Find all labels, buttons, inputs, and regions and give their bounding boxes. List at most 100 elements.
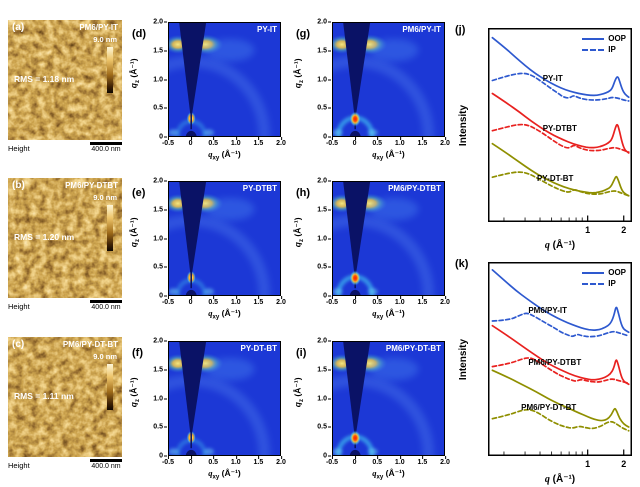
axis-subscript: xy bbox=[212, 313, 220, 321]
giwaxs-y-ticks: 2.0 1.5 1.0 0.5 0 bbox=[147, 178, 167, 300]
scalebar-length: 400.0 nm bbox=[91, 462, 121, 470]
tick-label: 0 bbox=[323, 452, 331, 460]
panel-letter: (a) bbox=[12, 22, 25, 33]
tick-label: 1.0 bbox=[153, 235, 167, 242]
giwaxs-y-axis-label: qz (Å⁻¹) bbox=[128, 341, 142, 444]
afm-channel-label: Height bbox=[8, 460, 30, 470]
afm-height-image bbox=[8, 178, 122, 298]
tick-label: 1.5 bbox=[417, 456, 428, 466]
giwaxs-sample-label: PY-DT-BT bbox=[240, 344, 277, 353]
giwaxs-sample-label: PY-DTBT bbox=[242, 184, 277, 193]
afm-height-image bbox=[8, 337, 122, 457]
tick-label: 0 bbox=[352, 456, 357, 466]
afm-sample-label: PM6/PY-IT bbox=[79, 23, 118, 32]
tick-label: 0 bbox=[159, 292, 167, 300]
tick-label: 1.0 bbox=[394, 296, 405, 306]
tick-label: 0.5 bbox=[208, 296, 219, 306]
giwaxs-x-axis-label: qxy (Å⁻¹) bbox=[168, 468, 281, 481]
tick-label: 0.5 bbox=[317, 263, 331, 271]
axis-symbol: q bbox=[292, 83, 303, 89]
panel-letter: (c) bbox=[12, 339, 25, 350]
afm-sample-label: PM6/PY-DT-BT bbox=[62, 340, 118, 349]
tick-label: 2.0 bbox=[440, 456, 450, 466]
giwaxs-y-axis-label: qz (Å⁻¹) bbox=[128, 22, 142, 125]
tick-label: 1.0 bbox=[230, 137, 241, 147]
axis-subscript: z bbox=[134, 239, 142, 243]
legend-label: IP bbox=[608, 45, 616, 54]
panel-letter: (k) bbox=[455, 258, 469, 270]
afm-scalebar: 400.0 nm bbox=[90, 142, 122, 153]
afm-colorbar bbox=[107, 205, 113, 251]
legend: OOP IP bbox=[582, 268, 626, 290]
legend-label: OOP bbox=[608, 34, 626, 43]
tick-label: -0.5 bbox=[161, 296, 175, 306]
tick-label: -0.5 bbox=[325, 296, 339, 306]
afm-channel-label: Height bbox=[8, 143, 30, 153]
axis-subscript: xy bbox=[376, 473, 384, 481]
panel-letter: (h) bbox=[296, 187, 311, 199]
afm-panel-b: (b) PM6/PY-DTBT 9.0 nm RMS = 1.20 nm Hei… bbox=[8, 178, 122, 314]
axis-subscript: z bbox=[134, 399, 142, 403]
axis-unit: (Å⁻¹) bbox=[383, 468, 405, 478]
axis-unit: (Å⁻¹) bbox=[549, 474, 576, 485]
axis-symbol: q bbox=[128, 83, 139, 89]
axis-subscript: xy bbox=[376, 154, 384, 162]
curve-label: PM6/PY-IT bbox=[528, 305, 567, 315]
axis-unit: (Å⁻¹) bbox=[128, 58, 139, 81]
giwaxs-x-axis-label: qxy (Å⁻¹) bbox=[332, 468, 445, 481]
giwaxs-y-ticks: 2.0 1.5 1.0 0.5 0 bbox=[147, 19, 167, 141]
axis-symbol: q bbox=[128, 402, 139, 408]
tick-label: 0.5 bbox=[153, 423, 167, 431]
tick-label: 1.5 bbox=[317, 47, 331, 55]
tick-label: 1.5 bbox=[253, 137, 264, 147]
afm-height-image bbox=[8, 20, 122, 140]
axis-symbol: q bbox=[544, 240, 550, 251]
giwaxs-sample-label: PY-IT bbox=[256, 25, 277, 34]
tick-label: 2.0 bbox=[440, 137, 450, 147]
afm-colorbar bbox=[107, 47, 113, 93]
panel-letter: (b) bbox=[12, 180, 25, 191]
afm-colorbar-max: 9.0 nm bbox=[93, 352, 117, 361]
panel-letter: (j) bbox=[455, 24, 466, 36]
legend-row-oop: OOP bbox=[582, 34, 626, 43]
panel-letter: (i) bbox=[296, 347, 307, 359]
giwaxs-sample-label: PM6/PY-IT bbox=[402, 25, 441, 34]
tick-label: 0 bbox=[188, 137, 193, 147]
svg-text:1: 1 bbox=[585, 459, 590, 469]
giwaxs-x-axis-label: qxy (Å⁻¹) bbox=[332, 149, 445, 162]
axis-unit: (Å⁻¹) bbox=[383, 308, 405, 318]
tick-label: 1.5 bbox=[253, 456, 264, 466]
tick-label: 1.5 bbox=[153, 206, 167, 214]
axis-unit: (Å⁻¹) bbox=[128, 377, 139, 400]
tick-label: 0.5 bbox=[208, 137, 219, 147]
axis-subscript: z bbox=[298, 80, 306, 84]
afm-panel-c: (c) PM6/PY-DT-BT 9.0 nm RMS = 1.11 nm He… bbox=[8, 337, 122, 473]
tick-label: 0.5 bbox=[372, 456, 383, 466]
afm-caption: Height 400.0 nm bbox=[8, 300, 122, 311]
axis-unit: (Å⁻¹) bbox=[549, 240, 576, 251]
curve-label: PM6/PY-DTBT bbox=[528, 357, 582, 367]
giwaxs-x-ticks: -0.5 0 0.5 1.0 1.5 2.0 bbox=[162, 456, 286, 467]
giwaxs-y-ticks: 2.0 1.5 1.0 0.5 0 bbox=[311, 338, 331, 460]
axis-subscript: xy bbox=[212, 154, 220, 162]
curve-label: PY-DTBT bbox=[542, 123, 577, 133]
tick-label: 1.0 bbox=[317, 76, 331, 83]
legend: OOP IP bbox=[582, 34, 626, 56]
giwaxs-panel-h: (h) PM6/PY-DTBT qz (Å⁻¹) 2.0 1.5 1.0 0.5 0 -… bbox=[293, 178, 450, 321]
tick-label: 2.0 bbox=[317, 177, 331, 185]
axis-subscript: z bbox=[134, 80, 142, 84]
giwaxs-sample-label: PM6/PY-DT-BT bbox=[385, 344, 441, 353]
afm-colorbar-max: 9.0 nm bbox=[93, 35, 117, 44]
axis-unit: (Å⁻¹) bbox=[219, 308, 241, 318]
tick-label: 0.5 bbox=[372, 137, 383, 147]
curve-label: PY-IT bbox=[542, 73, 563, 83]
y-axis-label-text: Intensity bbox=[458, 104, 470, 146]
axis-symbol: q bbox=[208, 468, 213, 478]
giwaxs-y-axis-label: qz (Å⁻¹) bbox=[292, 181, 306, 284]
afm-panel-a: (a) PM6/PY-IT 9.0 nm RMS = 1.18 nm Heigh… bbox=[8, 20, 122, 156]
legend-label: IP bbox=[608, 279, 616, 288]
